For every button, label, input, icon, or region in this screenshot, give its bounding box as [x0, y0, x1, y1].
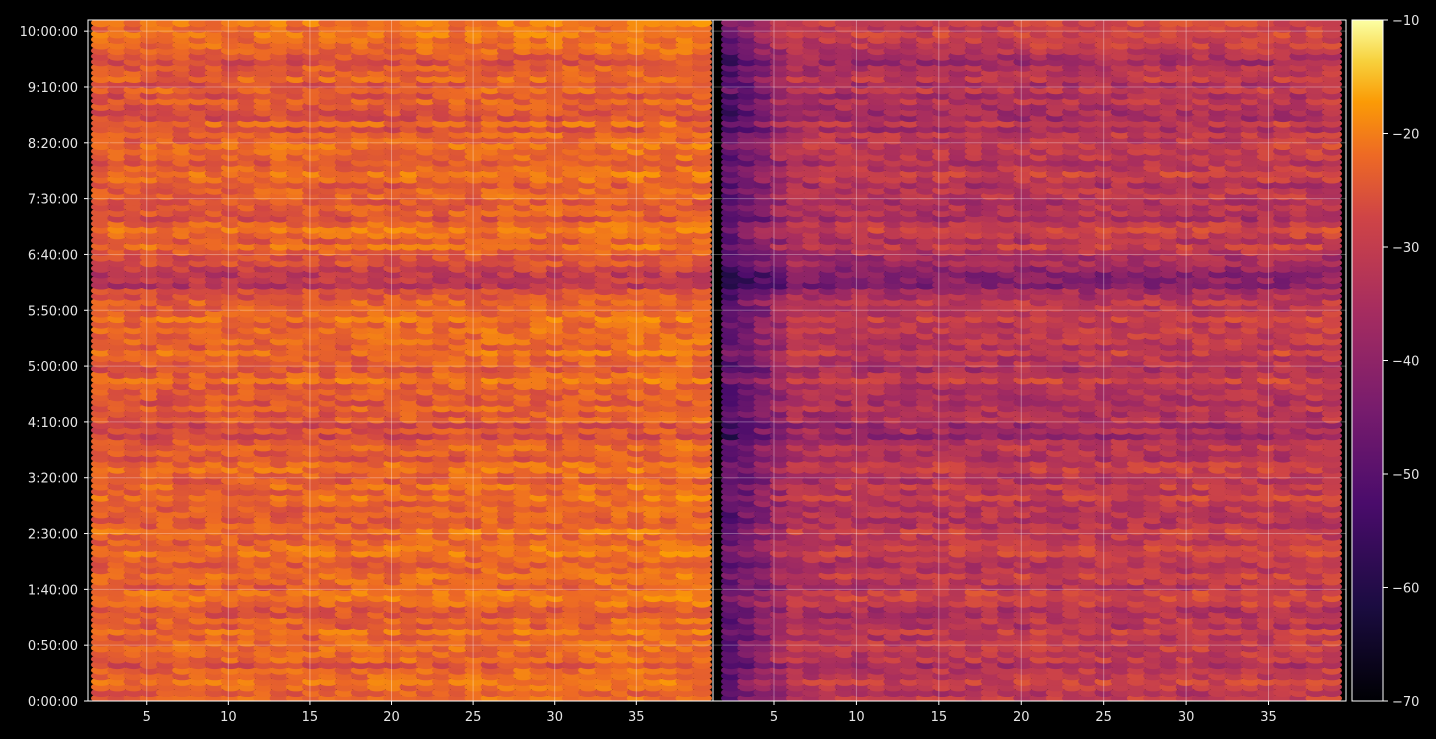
heatmap-panel-right [713, 20, 1346, 701]
heatmap-panel-left [88, 20, 713, 701]
